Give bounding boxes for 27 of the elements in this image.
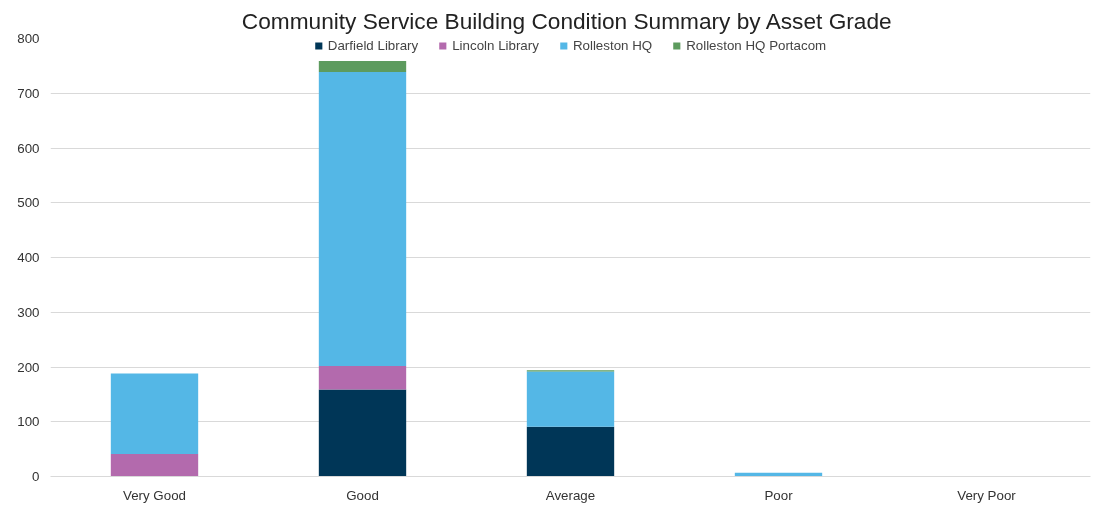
y-tick-label: 800	[17, 31, 40, 46]
y-tick-label: 500	[17, 195, 40, 211]
bar	[318, 60, 407, 72]
bar	[526, 426, 615, 477]
legend-label: Darfield Library	[327, 38, 419, 53]
chart-title: Community Service Building Condition Summary by Asset Grade	[241, 7, 892, 34]
x-tick-label: Very Poor	[957, 487, 1017, 503]
x-tick-label: Good	[346, 487, 379, 503]
bar	[318, 71, 407, 366]
y-tick-label: 100	[17, 414, 40, 430]
bar	[526, 371, 615, 427]
bar	[110, 454, 199, 477]
x-tick-label: Very Good	[123, 487, 186, 503]
legend-label: Rolleston HQ Portacom	[686, 38, 827, 53]
y-tick-label: 300	[17, 304, 40, 320]
bar	[110, 373, 199, 455]
legend-label: Rolleston HQ	[572, 38, 653, 53]
bar	[318, 389, 407, 477]
legend-label: Lincoln Library	[452, 38, 539, 53]
y-tick-label: 700	[17, 85, 40, 101]
bar	[318, 365, 407, 390]
x-tick-label: Average	[545, 487, 596, 503]
x-tick-label: Poor	[764, 487, 794, 503]
y-tick-label: 600	[17, 140, 40, 156]
y-tick-label: 0	[32, 469, 40, 484]
y-tick-label: 400	[17, 250, 40, 265]
y-tick-label: 200	[17, 359, 40, 375]
